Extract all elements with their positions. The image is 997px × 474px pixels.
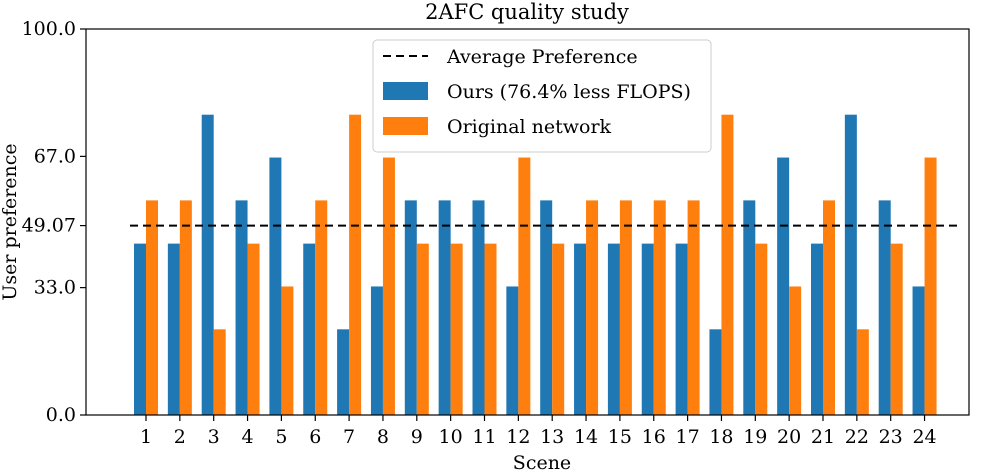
bar-ours-scene-23 [878, 200, 891, 415]
bar-original-scene-1 [146, 200, 158, 415]
x-tick-label: 17 [676, 426, 700, 448]
x-tick-label: 6 [309, 426, 321, 448]
y-tick-label: 49.07 [22, 215, 76, 237]
x-tick-label: 8 [377, 426, 389, 448]
x-axis-ticks: 1 2 3 4 5 6 7 8 9 10 11 12 13 14 15 16 17 18 19 20 21 22 23 24 [140, 415, 937, 448]
y-axis-ticks: 0.0 33.0 49.07 67.0 100.0 [22, 18, 86, 426]
bar-original-scene-9 [416, 243, 429, 415]
bar-ours-scene-22 [844, 114, 857, 415]
y-tick-label: 100.0 [22, 18, 76, 40]
bar-original-scene-2 [179, 200, 192, 415]
x-tick-label: 10 [439, 426, 463, 448]
bar-original-scene-16 [653, 200, 666, 415]
x-tick-label: 15 [608, 426, 632, 448]
x-axis-title: Scene [513, 452, 571, 474]
x-tick-label: 20 [777, 426, 801, 448]
bar-ours-scene-2 [167, 243, 180, 415]
bar-ours-scene-3 [201, 114, 214, 415]
legend-label-average-preference: Average Preference [446, 46, 638, 68]
x-tick-label: 19 [743, 426, 767, 448]
bar-original-scene-12 [518, 157, 531, 415]
bar-original-scene-17 [687, 200, 700, 415]
x-tick-label: 16 [642, 426, 666, 448]
bar-ours-scene-6 [303, 243, 316, 415]
legend-frame [372, 39, 712, 153]
bar-original-scene-20 [789, 286, 802, 415]
bar-ours-scene-14 [574, 243, 587, 415]
bar-original-scene-18 [721, 114, 734, 415]
x-tick-label: 21 [811, 426, 835, 448]
bar-ours-scene-20 [777, 157, 790, 415]
bar-ours-scene-1 [134, 243, 146, 415]
y-axis-title: User preference [0, 143, 21, 300]
bar-original-scene-5 [281, 286, 294, 415]
bar-ours-scene-8 [370, 286, 383, 415]
x-tick-label: 4 [242, 426, 254, 448]
x-tick-label: 3 [208, 426, 220, 448]
bar-original-scene-24 [924, 157, 937, 415]
bar-original-scene-4 [247, 243, 260, 415]
bar-ours-scene-11 [472, 200, 485, 415]
y-tick-label: 67.0 [34, 145, 76, 167]
x-tick-label: 22 [845, 426, 869, 448]
legend: Average Preference Ours (76.4% less FLOP… [372, 39, 712, 153]
x-tick-label: 9 [411, 426, 423, 448]
bar-ours-scene-24 [912, 286, 925, 415]
bar-original-scene-22 [856, 329, 869, 415]
x-tick-label: 11 [472, 426, 496, 448]
bar-original-scene-6 [315, 200, 328, 415]
chart-title: 2AFC quality study [425, 0, 629, 24]
legend-swatch-original-network [383, 117, 428, 135]
bar-original-scene-15 [619, 200, 632, 415]
x-tick-label: 5 [275, 426, 287, 448]
y-tick-label: 0.0 [46, 404, 76, 426]
bar-original-scene-21 [823, 200, 835, 415]
y-tick-label: 33.0 [34, 277, 76, 299]
bar-original-scene-8 [382, 157, 395, 415]
bar-original-scene-23 [890, 243, 903, 415]
legend-label-original-network: Original network [447, 116, 612, 138]
x-tick-label: 12 [506, 426, 530, 448]
bar-ours-scene-9 [404, 200, 417, 415]
bar-ours-scene-10 [438, 200, 451, 415]
bar-ours-scene-15 [607, 243, 620, 415]
x-tick-label: 2 [174, 426, 186, 448]
bar-ours-scene-7 [337, 329, 350, 415]
x-tick-label: 13 [540, 426, 564, 448]
x-tick-label: 23 [879, 426, 903, 448]
bars-layer [134, 114, 937, 415]
plot-frame [85, 28, 970, 416]
bar-original-scene-3 [213, 329, 226, 415]
bar-original-scene-19 [755, 243, 768, 415]
bar-ours-scene-16 [641, 243, 654, 415]
bar-original-scene-13 [552, 243, 565, 415]
x-tick-label: 18 [709, 426, 733, 448]
bar-ours-scene-18 [709, 329, 722, 415]
x-tick-label: 24 [912, 426, 936, 448]
x-tick-label: 1 [140, 426, 152, 448]
bar-ours-scene-12 [506, 286, 519, 415]
bar-ours-scene-21 [811, 243, 823, 415]
bar-ours-scene-13 [540, 200, 553, 415]
legend-label-ours: Ours (76.4% less FLOPS) [447, 81, 691, 103]
x-tick-label: 14 [574, 426, 598, 448]
bar-original-scene-14 [586, 200, 599, 415]
bar-ours-scene-5 [269, 157, 282, 415]
bar-original-scene-10 [450, 243, 463, 415]
bar-ours-scene-19 [743, 200, 756, 415]
bar-ours-scene-4 [235, 200, 248, 415]
legend-swatch-ours [383, 82, 428, 100]
bar-ours-scene-17 [675, 243, 688, 415]
x-tick-label: 7 [343, 426, 355, 448]
bar-original-scene-11 [484, 243, 497, 415]
bar-original-scene-7 [349, 114, 362, 415]
